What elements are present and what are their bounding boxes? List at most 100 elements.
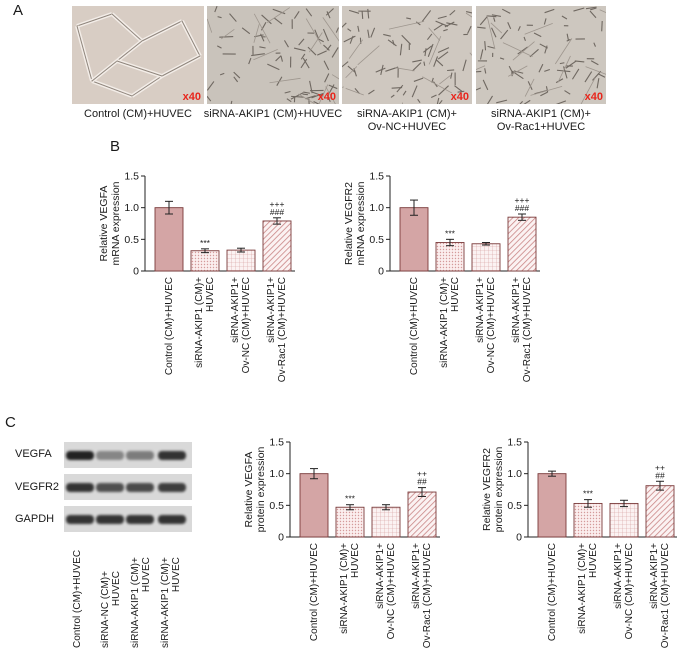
x-tick-label: siRNA-AKIP1 (CM)+HUVEC — [339, 543, 361, 634]
cell-mark — [392, 88, 402, 89]
bar — [408, 492, 436, 537]
panel-b-label: B — [110, 138, 120, 155]
caption-line: Ov-Rac1+HUVEC — [476, 121, 606, 134]
caption-line: siRNA-AKIP1 (CM)+HUVEC — [200, 108, 346, 121]
blot-lane-line: HUVEC — [111, 571, 122, 648]
bar — [610, 503, 638, 537]
cell-mark — [424, 62, 425, 66]
blot-band — [96, 483, 124, 492]
blot-lane-line: siRNA-NC (CM)+ — [100, 571, 111, 648]
y-axis-label: Relative VEGFAmRNA expression — [98, 181, 122, 265]
x-tick-label-line: Control (CM)+HUVEC — [409, 277, 420, 375]
x-tick-label-line: siRNA-AKIP1+ — [649, 543, 660, 609]
x-tick-label-line: Control (CM)+HUVEC — [164, 277, 175, 375]
y-tick-label: 1.0 — [369, 202, 384, 214]
blot-lane-label: siRNA-AKIP1 (CM)+ HUVEC — [160, 557, 182, 648]
blot-band — [126, 515, 154, 524]
x-tick-label: siRNA-AKIP1+Ov-NC (CM)+HUVEC — [613, 543, 635, 640]
micrograph-background — [207, 6, 339, 104]
x-tick-label: siRNA-AKIP1 (CM)+HUVEC — [194, 277, 216, 368]
micrograph-control: x40 — [72, 6, 204, 104]
y-tick-label: 0 — [133, 266, 139, 278]
y-axis-label-line: mRNA expression — [355, 181, 367, 265]
micrograph-caption-sirna: siRNA-AKIP1 (CM)+HUVEC — [200, 108, 346, 121]
blot-band — [66, 515, 94, 524]
x-tick-label-line: Ov-NC (CM)+HUVEC — [486, 277, 497, 373]
blot-band — [158, 483, 186, 492]
bar — [372, 507, 400, 537]
x-tick-label-line: siRNA-AKIP1+ — [475, 277, 486, 343]
x-tick-label: siRNA-AKIP1+Ov-NC (CM)+HUVEC — [375, 543, 397, 640]
x-tick-label: Control (CM)+HUVEC — [409, 277, 420, 375]
bar — [538, 474, 566, 537]
x-tick-label: siRNA-AKIP1+Ov-Rac1 (CM)+HUVEC — [411, 543, 433, 648]
x-tick-label-line: HUVEC — [350, 543, 361, 578]
magnification-label: x40 — [183, 91, 201, 103]
bar — [574, 503, 602, 537]
blot-lane-line: HUVEC — [141, 557, 152, 648]
micrograph-background — [342, 6, 472, 104]
x-tick-label-line: Ov-NC (CM)+HUVEC — [241, 277, 252, 373]
blot-lane-label: siRNA-AKIP1 (CM)+ HUVEC — [130, 557, 152, 648]
x-tick-label: siRNA-AKIP1+Ov-Rac1 (CM)+HUVEC — [649, 543, 671, 648]
blot-band — [158, 451, 186, 460]
y-tick-label: 0.5 — [269, 500, 284, 512]
micrograph-image — [476, 6, 606, 104]
blot-label-gapdh: GAPDH — [15, 513, 54, 525]
x-tick-label: siRNA-AKIP1+Ov-Rac1 (CM)+HUVEC — [511, 277, 533, 382]
x-tick-label-line: siRNA-AKIP1+ — [613, 543, 624, 609]
micrograph-ov-rac1: x40 — [476, 6, 606, 104]
x-tick-label-line: HUVEC — [588, 543, 599, 578]
blot-band — [66, 451, 94, 460]
blot-band — [96, 515, 124, 524]
cell-mark — [447, 70, 454, 71]
blot-band — [66, 483, 94, 492]
x-tick-label-line: siRNA-AKIP1+ — [411, 543, 422, 609]
y-tick-label: 0.5 — [124, 234, 139, 246]
x-tick-label: Control (CM)+HUVEC — [309, 543, 320, 641]
bar — [191, 251, 219, 271]
micrograph-image — [342, 6, 472, 104]
blot-lane-line: Control (CM)+HUVEC — [72, 550, 83, 648]
micrograph-ov-nc: x40 — [342, 6, 472, 104]
x-tick-label-line: Ov-Rac1 (CM)+HUVEC — [522, 277, 533, 382]
y-axis-label-line: Relative VEGFA — [243, 452, 255, 528]
blot-lane-label: siRNA-NC (CM)+ HUVEC — [100, 571, 122, 648]
significance-label: ++ — [655, 462, 665, 472]
x-tick-label: siRNA-AKIP1 (CM)+HUVEC — [577, 543, 599, 634]
y-tick-label: 1.0 — [507, 468, 522, 480]
x-tick-label: siRNA-AKIP1 (CM)+HUVEC — [439, 277, 461, 368]
cell-mark — [485, 41, 486, 50]
y-tick-label: 0.5 — [507, 500, 522, 512]
blot-label-vegfr2: VEGFR2 — [15, 481, 59, 493]
y-axis-label-line: Relative VEGFR2 — [343, 182, 355, 265]
bar — [263, 221, 291, 271]
significance-label: +++ — [270, 199, 285, 209]
x-tick-label-line: Ov-Rac1 (CM)+HUVEC — [660, 543, 671, 648]
caption-line: siRNA-AKIP1 (CM)+ — [342, 108, 472, 121]
micrograph-image — [72, 6, 204, 104]
significance-label: *** — [583, 489, 594, 499]
x-tick-label: Control (CM)+HUVEC — [164, 277, 175, 375]
x-tick-label-line: siRNA-AKIP1+ — [375, 543, 386, 609]
x-tick-label: siRNA-AKIP1+Ov-NC (CM)+HUVEC — [475, 277, 497, 374]
significance-label: +++ — [515, 195, 530, 205]
blot-lane-line: siRNA-AKIP1 (CM)+ — [160, 557, 171, 648]
y-tick-label: 1.0 — [124, 202, 139, 214]
y-tick-label: 0 — [378, 266, 384, 278]
y-axis-label: Relative VEGFR2mRNA expression — [343, 181, 367, 265]
western-blot: VEGFA VEGFR2 GAPDH Control (CM)+HUVEC si… — [0, 436, 212, 650]
blot-band — [158, 515, 186, 524]
x-tick-label-line: siRNA-AKIP1 (CM)+ — [194, 277, 205, 368]
bar — [300, 474, 328, 537]
x-tick-label-line: Ov-Rac1 (CM)+HUVEC — [277, 277, 288, 382]
x-tick-label-line: Ov-NC (CM)+HUVEC — [386, 543, 397, 639]
blot-label-vegfa: VEGFA — [15, 448, 52, 460]
x-tick-label-line: siRNA-AKIP1 (CM)+ — [339, 543, 350, 634]
y-axis-label: Relative VEGFAprotein expression — [243, 446, 267, 532]
caption-line: Control (CM)+HUVEC — [72, 108, 204, 121]
cell-mark — [362, 11, 363, 19]
blot-lane-line: siRNA-AKIP1 (CM)+ — [130, 557, 141, 648]
